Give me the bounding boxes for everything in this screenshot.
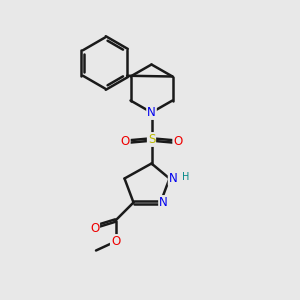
Text: N: N: [147, 106, 156, 119]
Text: N: N: [169, 172, 178, 185]
Text: O: O: [173, 135, 182, 148]
Text: S: S: [148, 133, 155, 146]
Text: N: N: [159, 196, 168, 209]
Text: O: O: [121, 135, 130, 148]
Text: O: O: [90, 222, 99, 236]
Text: O: O: [111, 235, 120, 248]
Text: H: H: [182, 172, 190, 182]
